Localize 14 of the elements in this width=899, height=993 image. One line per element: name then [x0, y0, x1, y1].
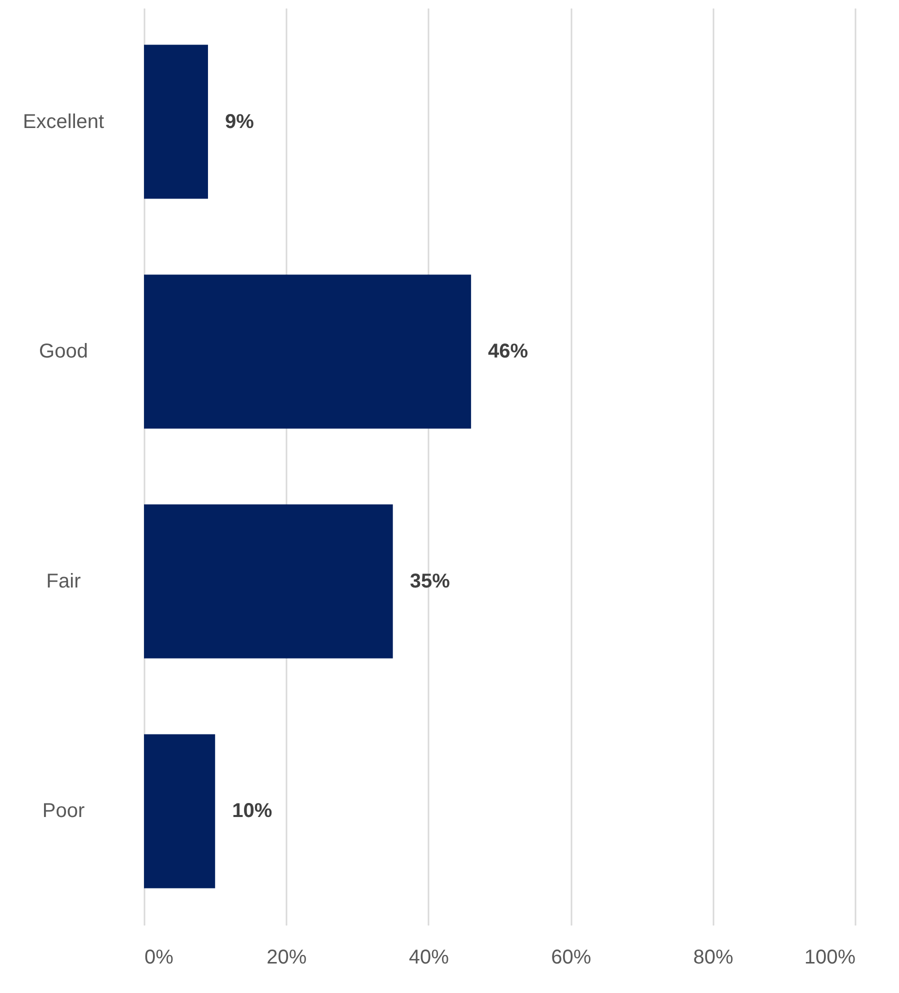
x-tick-label: 60%	[551, 946, 592, 968]
x-tick-label: 100%	[804, 946, 856, 968]
data-label: 9%	[224, 110, 254, 133]
y-tick-label: Fair	[46, 570, 82, 592]
y-tick-label: Good	[39, 340, 88, 363]
data-label: 10%	[232, 800, 272, 822]
x-tick-label: 40%	[408, 946, 450, 968]
y-tick-label: Poor	[42, 800, 85, 822]
data-label: 35%	[410, 570, 450, 592]
x-tick-label: 80%	[693, 946, 734, 968]
y-tick-label: Excellent	[22, 110, 105, 133]
x-tick-label: 0%	[144, 946, 174, 968]
data-label: 46%	[488, 340, 528, 363]
x-tick-label: 20%	[266, 946, 307, 968]
